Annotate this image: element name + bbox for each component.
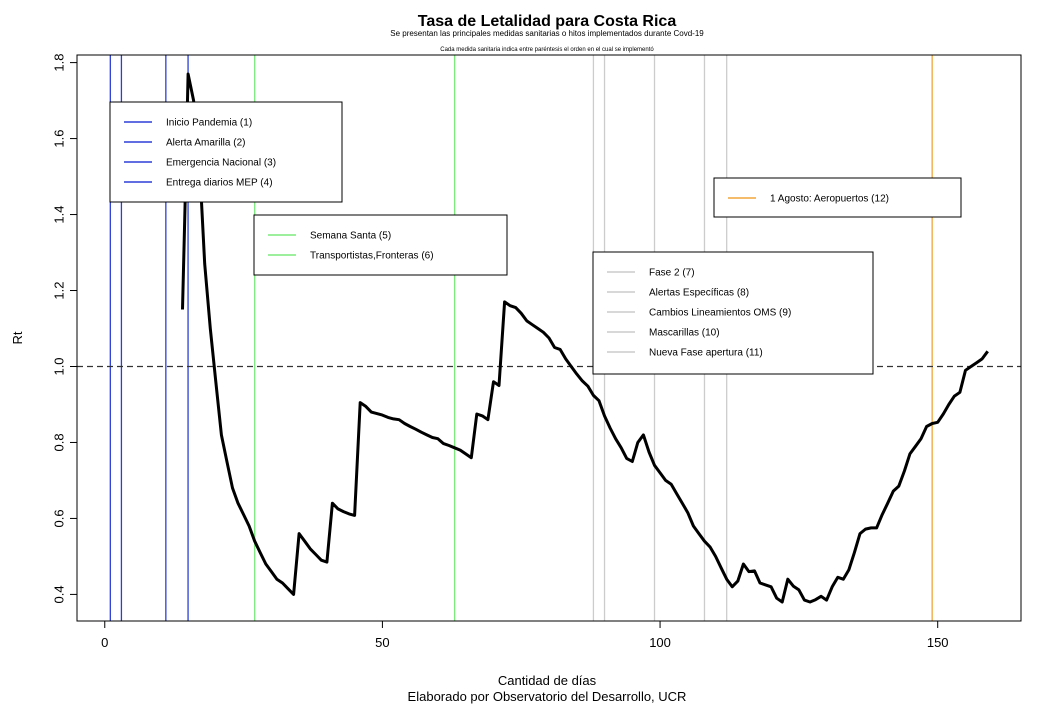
x-tick-label-3: 150: [927, 635, 949, 650]
chart-caption: Elaborado por Observatorio del Desarroll…: [408, 689, 687, 704]
legend-label-4: Entrega diarios MEP (4): [166, 178, 273, 189]
x-axis: 0 50 100 150: [101, 620, 949, 650]
chart-title: Tasa de Letalidad para Costa Rica: [418, 13, 677, 30]
x-tick-label-0: 0: [101, 635, 108, 650]
legend-label-10: Mascarillas (10): [649, 328, 720, 339]
chart-subtitle: Se presentan las principales medidas san…: [390, 29, 704, 38]
y-tick-label-2: 0.8: [52, 433, 67, 451]
series-line-1: [181, 72, 989, 604]
legend-label-11: Nueva Fase apertura (11): [649, 348, 763, 359]
legend-1: Inicio Pandemia (1) Alerta Amarilla (2) Em…: [109, 101, 343, 203]
legend-4: 1 Agosto: Aeropuertos (12): [713, 177, 962, 218]
y-axis-label: Rt: [10, 331, 25, 344]
legends: Inicio Pandemia (1) Alerta Amarilla (2) Em…: [109, 101, 962, 375]
x-tick-label-1: 50: [375, 635, 389, 650]
y-tick-label-0: 0.4: [52, 585, 67, 603]
legend-label-9: Cambios Lineamientos OMS (9): [649, 308, 791, 319]
y-tick-label-4: 1.2: [52, 281, 67, 299]
x-tick-label-2: 100: [649, 635, 671, 650]
legend-box: [592, 251, 874, 375]
legend-label-6: Transportistas,Fronteras (6): [310, 251, 434, 262]
legend-box: [253, 214, 508, 276]
y-tick-label-1: 0.6: [52, 509, 67, 527]
legend-label-1: Inicio Pandemia (1): [166, 118, 252, 129]
chart-note: Cada medida sanitaria indica entre parén…: [440, 47, 654, 53]
legend-box: [109, 101, 343, 203]
y-tick-label-7: 1.8: [52, 54, 67, 72]
y-tick-label-6: 1.6: [52, 130, 67, 148]
legend-label-12: 1 Agosto: Aeropuertos (12): [770, 194, 889, 205]
y-tick-label-5: 1.4: [52, 206, 67, 224]
legend-label-2: Alerta Amarilla (2): [166, 138, 245, 149]
y-axis: 0.4 0.6 0.8 1.0 1.2 1.4 1.6 1.8: [52, 54, 78, 603]
legend-label-3: Emergencia Nacional (3): [166, 158, 276, 169]
x-axis-label: Cantidad de días: [498, 673, 597, 688]
legend-3: Fase 2 (7) Alertas Específicas (8) Cambios…: [592, 251, 874, 375]
legend-2: Semana Santa (5) Transportistas,Fronteras…: [253, 214, 508, 276]
series-layer: [181, 72, 989, 604]
legend-label-7: Fase 2 (7): [649, 268, 695, 279]
legend-label-8: Alertas Específicas (8): [649, 288, 749, 299]
legend-label-5: Semana Santa (5): [310, 231, 391, 242]
y-tick-label-3: 1.0: [52, 357, 67, 375]
